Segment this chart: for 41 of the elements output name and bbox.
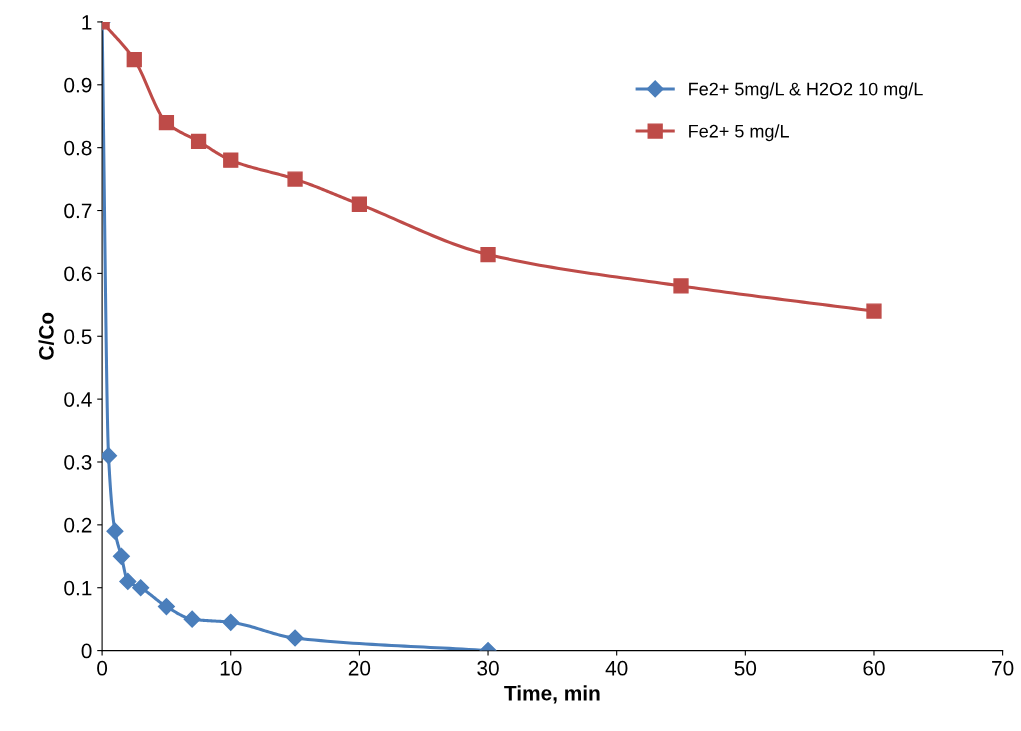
x-tick-label: 60 xyxy=(863,660,885,676)
x-tick-label: 30 xyxy=(477,660,499,676)
point xyxy=(102,447,118,465)
y-tick-label: 1 xyxy=(82,15,92,30)
point xyxy=(223,152,239,168)
x-tick-label: 20 xyxy=(348,660,371,676)
point xyxy=(866,303,882,319)
point xyxy=(126,52,142,68)
y-tick-label: 0.9 xyxy=(64,77,92,93)
point xyxy=(106,522,124,540)
y-tick-label: 0.5 xyxy=(64,329,92,345)
y-axis-title: C/Co xyxy=(38,312,54,360)
point xyxy=(183,610,201,628)
point xyxy=(673,278,689,294)
point xyxy=(119,572,137,590)
y-tick-label: 0.4 xyxy=(64,392,92,407)
point xyxy=(112,547,130,565)
x-tick-label: 0 xyxy=(97,660,108,676)
y-tick-label: 0.3 xyxy=(64,454,92,470)
y-tick-label: 0.2 xyxy=(64,517,92,533)
point xyxy=(287,171,303,187)
x-tick-label: 70 xyxy=(992,660,1014,676)
legend-label: Fe2+ 5mg/L & H2O2 10 mg/L xyxy=(689,82,923,100)
x-axis-title: Time, min xyxy=(504,685,600,704)
y-tick-label: 0.7 xyxy=(64,203,92,219)
y-tick-label: 0.8 xyxy=(64,140,92,156)
point xyxy=(286,629,304,647)
x-tick-label: 10 xyxy=(220,660,242,676)
point xyxy=(351,196,368,212)
point xyxy=(157,598,175,616)
point xyxy=(222,613,240,631)
point xyxy=(158,114,175,131)
y-tick-label: 0.6 xyxy=(64,266,92,282)
x-tick-label: 50 xyxy=(734,660,757,676)
point xyxy=(190,133,207,150)
x-tick-label: 40 xyxy=(605,660,628,676)
y-tick-label: 0 xyxy=(81,643,92,659)
legend-label: Fe2+ 5 mg/L xyxy=(689,124,789,142)
point xyxy=(132,579,150,597)
point xyxy=(480,246,496,263)
y-tick-label: 0.1 xyxy=(64,580,92,596)
